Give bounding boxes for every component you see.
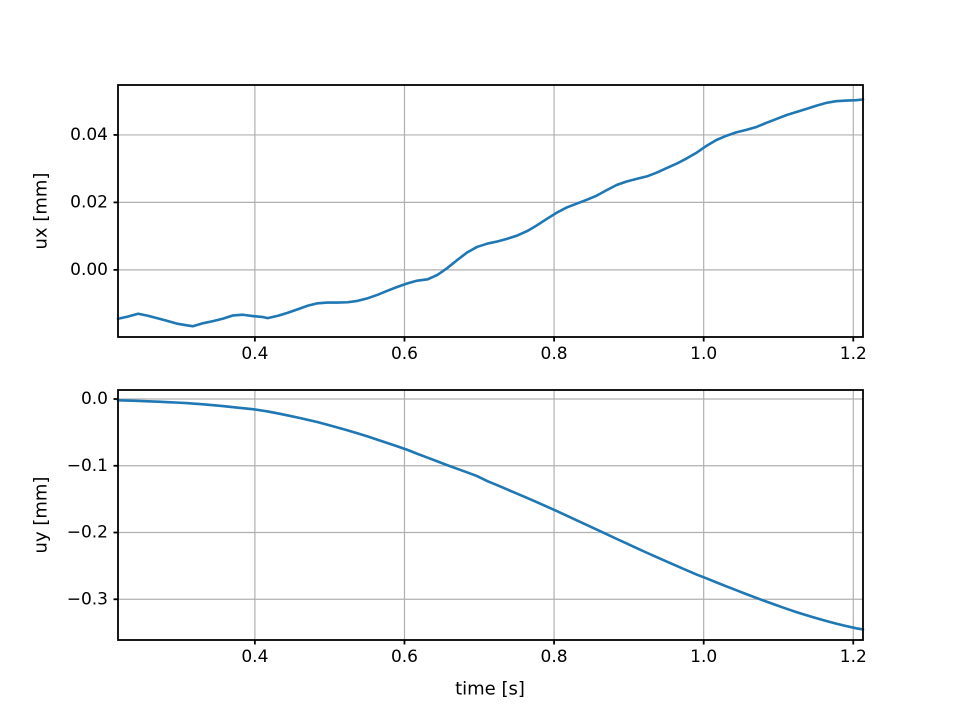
axes-spines bbox=[117, 389, 864, 641]
x-tick-label: 1.2 bbox=[840, 647, 867, 667]
x-tick-label: 0.8 bbox=[541, 344, 568, 364]
x-tick-label: 1.0 bbox=[690, 647, 717, 667]
y-axis-label-uy: uy [mm] bbox=[30, 476, 52, 554]
x-tick-label: 0.4 bbox=[241, 344, 268, 364]
series-line-uy bbox=[116, 399, 865, 631]
x-tick-label: 1.2 bbox=[840, 344, 867, 364]
series-line-ux bbox=[116, 98, 865, 328]
y-tick-label: 0.04 bbox=[70, 125, 108, 145]
subplot-uy: 0.4 0.6 0.8 1.0 1.2 0.0 −0.1 −0.2 −0.3 bbox=[67, 389, 867, 667]
x-tick-label: 0.8 bbox=[541, 647, 568, 667]
x-tick-label: 0.6 bbox=[391, 647, 418, 667]
axes-spines bbox=[117, 84, 864, 338]
y-tick-label: 0.02 bbox=[70, 192, 108, 212]
ux-plot-canvas: 0.4 0.6 0.8 1.0 1.2 0.00 0.02 0.04 bbox=[70, 84, 867, 364]
x-axis-label-time: time [s] bbox=[455, 678, 525, 700]
y-tick-label: 0.0 bbox=[81, 389, 108, 409]
x-tick-label: 1.0 bbox=[690, 344, 717, 364]
y-axis-label-ux: ux [mm] bbox=[30, 172, 52, 250]
subplot-ux: 0.4 0.6 0.8 1.0 1.2 0.00 0.02 0.04 bbox=[70, 84, 867, 364]
uy-plot-canvas: 0.4 0.6 0.8 1.0 1.2 0.0 −0.1 −0.2 −0.3 bbox=[67, 389, 867, 667]
y-tick-label: −0.3 bbox=[67, 589, 108, 609]
x-tick-label: 0.6 bbox=[391, 344, 418, 364]
y-tick-label: 0.00 bbox=[70, 260, 108, 280]
y-tick-label: −0.2 bbox=[67, 523, 108, 543]
x-tick-label: 0.4 bbox=[241, 647, 268, 667]
y-tick-label: −0.1 bbox=[67, 456, 108, 476]
